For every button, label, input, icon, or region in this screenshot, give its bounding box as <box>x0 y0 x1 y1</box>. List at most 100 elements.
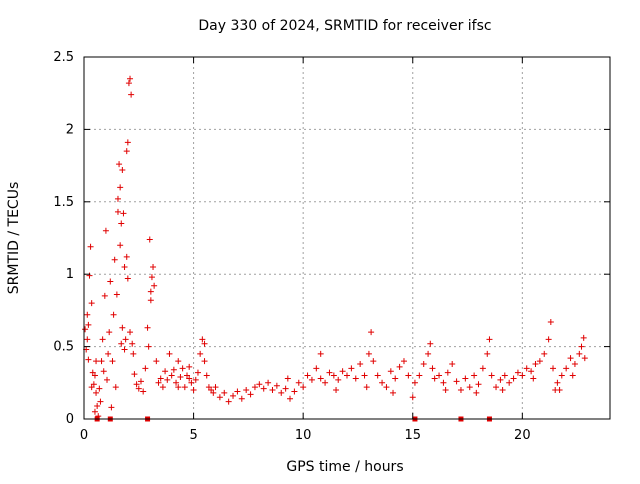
data-point <box>335 376 342 383</box>
data-point <box>431 375 438 382</box>
data-point <box>317 375 324 382</box>
data-point <box>387 368 394 375</box>
data-point <box>484 350 491 357</box>
data-point <box>488 372 495 379</box>
data-point <box>411 379 418 386</box>
grid-layer <box>84 57 610 419</box>
y-tick-label: 2 <box>66 122 74 137</box>
data-point <box>427 340 434 347</box>
data-point <box>234 388 241 395</box>
data-point <box>137 378 144 385</box>
data-point <box>166 350 173 357</box>
data-point <box>251 384 258 391</box>
data-point <box>201 340 208 347</box>
data-point <box>210 389 217 396</box>
data-point <box>91 372 98 379</box>
data-point <box>201 358 208 365</box>
data-point <box>111 256 118 263</box>
data-point <box>155 379 162 386</box>
data-point <box>101 292 108 299</box>
data-point <box>300 384 307 391</box>
data-point <box>238 395 245 402</box>
data-point <box>519 372 526 379</box>
data-point <box>291 388 298 395</box>
data-point <box>142 365 149 372</box>
data-point <box>110 311 117 318</box>
data-point <box>457 387 464 394</box>
data-point <box>392 375 399 382</box>
data-point <box>284 375 291 382</box>
data-point <box>580 334 587 341</box>
data-point <box>571 360 578 367</box>
data-point <box>416 372 423 379</box>
data-point <box>363 384 370 391</box>
y-axis-label: SRMTID / TECUs <box>6 182 22 295</box>
data-point <box>93 358 100 365</box>
data-point <box>221 389 228 396</box>
data-point <box>225 398 232 405</box>
data-point <box>148 274 155 281</box>
data-point <box>374 372 381 379</box>
data-point <box>123 253 130 260</box>
data-point <box>479 365 486 372</box>
data-point <box>361 372 368 379</box>
y-tick-label: 2.5 <box>53 50 74 65</box>
data-point <box>87 243 94 250</box>
data-point <box>295 379 302 386</box>
data-point <box>567 355 574 362</box>
data-point <box>493 384 500 391</box>
data-point <box>278 389 285 396</box>
data-point <box>429 365 436 372</box>
data-point <box>199 336 206 343</box>
data-point <box>175 384 182 391</box>
data-point <box>98 358 105 365</box>
data-point <box>473 389 480 396</box>
data-point <box>170 366 177 373</box>
data-point <box>147 288 154 295</box>
data-point <box>127 329 134 336</box>
data-point <box>107 278 114 285</box>
data-point <box>501 372 508 379</box>
y-tick-label: 1 <box>66 267 74 282</box>
data-point <box>188 379 195 386</box>
data-point <box>190 387 197 394</box>
data-point <box>528 368 535 375</box>
data-point <box>530 375 537 382</box>
x-tick-label: 0 <box>80 428 88 443</box>
data-point <box>532 360 539 367</box>
data-point <box>558 372 565 379</box>
data-point <box>144 324 151 331</box>
data-point <box>523 365 530 372</box>
data-point <box>536 358 543 365</box>
data-point <box>243 387 250 394</box>
data-point <box>247 391 254 398</box>
data-point <box>317 350 324 357</box>
x-tick-label: 20 <box>514 428 531 443</box>
data-point <box>578 343 585 350</box>
y-tick-label: 0.5 <box>53 340 74 355</box>
data-point <box>168 372 175 379</box>
data-point <box>576 350 583 357</box>
chart-title: Day 330 of 2024, SRMTID for receiver ifs… <box>198 18 491 34</box>
data-point <box>453 378 460 385</box>
data-point <box>466 384 473 391</box>
data-point <box>86 272 93 279</box>
data-point <box>554 379 561 386</box>
data-point <box>357 360 364 367</box>
data-point <box>97 398 104 405</box>
data-point <box>159 384 166 391</box>
data-point <box>85 356 92 363</box>
data-point <box>203 372 210 379</box>
data-point <box>425 350 432 357</box>
data-point <box>121 346 128 353</box>
data-point <box>368 329 375 336</box>
data-point <box>365 350 372 357</box>
x-tick-label: 5 <box>189 428 197 443</box>
data-point <box>175 358 182 365</box>
data-point <box>545 336 552 343</box>
data-point <box>379 379 386 386</box>
data-point <box>330 372 337 379</box>
data-point <box>333 387 340 394</box>
